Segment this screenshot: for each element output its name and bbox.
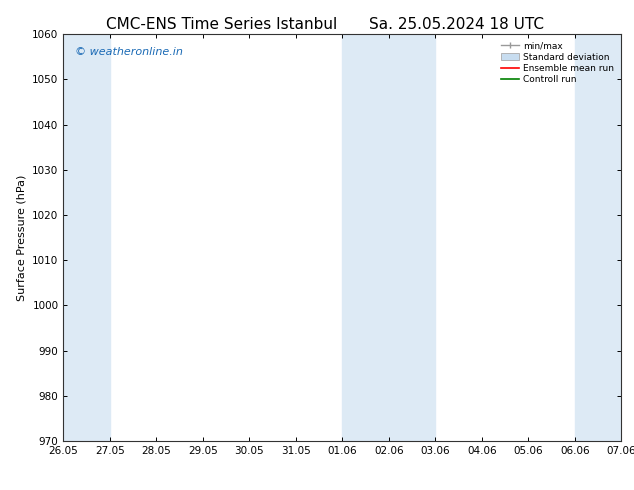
Text: CMC-ENS Time Series Istanbul: CMC-ENS Time Series Istanbul xyxy=(107,17,337,32)
Bar xyxy=(575,34,621,441)
Bar xyxy=(342,34,436,441)
Text: Sa. 25.05.2024 18 UTC: Sa. 25.05.2024 18 UTC xyxy=(369,17,544,32)
Text: © weatheronline.in: © weatheronline.in xyxy=(75,47,183,56)
Legend: min/max, Standard deviation, Ensemble mean run, Controll run: min/max, Standard deviation, Ensemble me… xyxy=(499,39,617,87)
Bar xyxy=(63,34,110,441)
Y-axis label: Surface Pressure (hPa): Surface Pressure (hPa) xyxy=(16,174,27,301)
